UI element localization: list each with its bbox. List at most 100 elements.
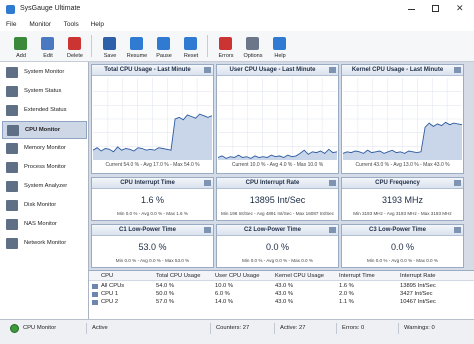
gauge-value: 1.6 % bbox=[140, 195, 164, 205]
toolbar-button[interactable]: Edit bbox=[35, 33, 61, 61]
table-cell: 13895 Int/Sec bbox=[400, 283, 436, 289]
toolbar-button[interactable]: Resume bbox=[124, 33, 150, 61]
toolbar-label: Add bbox=[16, 53, 26, 59]
table-cell: 14.0 % bbox=[215, 299, 234, 305]
menu-item[interactable]: Monitor bbox=[29, 21, 52, 28]
column-header[interactable]: Total CPU Usage bbox=[156, 273, 201, 279]
panel-menu-button[interactable] bbox=[329, 180, 336, 186]
toolbar-label: Errors bbox=[218, 53, 234, 59]
toolbar-button[interactable]: Options bbox=[240, 33, 266, 61]
chart bbox=[342, 78, 463, 160]
sidebar-item[interactable]: Extended Status bbox=[2, 102, 87, 120]
panel-menu-button[interactable] bbox=[329, 67, 336, 73]
table-cell: 50.0 % bbox=[156, 291, 175, 297]
column-header[interactable]: User CPU Usage bbox=[215, 273, 260, 279]
chart-footer: Current 54.0 % - Avg 17.0 % - Max 54.0 % bbox=[105, 162, 200, 168]
column-header[interactable]: Interrupt Time bbox=[339, 273, 375, 279]
column-header[interactable]: CPU bbox=[101, 273, 114, 279]
sidebar-icon bbox=[6, 67, 18, 78]
chart-footer: Current 10.0 % - Avg 4.0 % - Max 10.0 % bbox=[231, 162, 324, 168]
panel: CPU Interrupt Rate 13895 Int/Sec Min 196 I… bbox=[216, 177, 339, 221]
table-cell: 43.0 % bbox=[275, 291, 294, 297]
toolbar-icon bbox=[130, 37, 143, 50]
toolbar-button[interactable]: Reset bbox=[178, 33, 204, 61]
chart-line bbox=[342, 121, 463, 154]
sidebar-item[interactable]: Disk Monitor bbox=[2, 197, 87, 215]
menu-item[interactable]: Tools bbox=[63, 21, 79, 28]
column-header[interactable]: Interrupt Rate bbox=[400, 273, 436, 279]
window-title: SysGauge Ultimate bbox=[20, 5, 81, 12]
panel-title: CPU Interrupt Rate bbox=[245, 180, 300, 186]
panel: C1 Low-Power Time 53.0 % Min 0.0 % - Avg 0… bbox=[91, 224, 214, 268]
chart-area bbox=[217, 78, 338, 160]
panel-menu-button[interactable] bbox=[204, 67, 211, 73]
toolbar-button[interactable]: Errors bbox=[213, 33, 239, 61]
table-cell: CPU 1 bbox=[101, 291, 119, 297]
panel-menu-button[interactable] bbox=[454, 227, 461, 233]
menu-item[interactable]: File bbox=[6, 21, 17, 28]
gauge-footer: Min 0.0 % - Avg 0.0 % - Max 0.0 % bbox=[367, 258, 438, 263]
sidebar: System Monitor System Status Extended Stat… bbox=[0, 62, 89, 319]
panel-header: CPU Interrupt Time bbox=[92, 178, 213, 189]
sidebar-item[interactable]: System Analyzer bbox=[2, 178, 87, 196]
row-icon bbox=[92, 292, 98, 297]
toolbar-label: Edit bbox=[43, 53, 53, 59]
panel-title: User CPU Usage - Last Minute bbox=[229, 67, 316, 73]
status-separator bbox=[210, 323, 211, 334]
column-header[interactable]: Kernel CPU Usage bbox=[275, 273, 324, 279]
status-text: Active bbox=[92, 325, 108, 331]
sidebar-label: System Status bbox=[24, 88, 62, 94]
toolbar-label: Reset bbox=[183, 53, 199, 59]
sidebar-item[interactable]: System Monitor bbox=[2, 64, 87, 82]
maximize-button[interactable] bbox=[432, 5, 439, 12]
chart-line bbox=[92, 113, 213, 153]
panel-menu-button[interactable] bbox=[454, 67, 461, 73]
toolbar-label: Delete bbox=[67, 53, 83, 59]
toolbar-separator bbox=[91, 35, 92, 57]
table-cell: 2.0 % bbox=[339, 291, 354, 297]
minimize-button[interactable] bbox=[408, 9, 415, 10]
sidebar-item[interactable]: CPU Monitor bbox=[2, 121, 87, 139]
panel-title: C2 Low-Power Time bbox=[244, 227, 301, 233]
toolbar-icon bbox=[103, 37, 116, 50]
sidebar-item[interactable]: Process Monitor bbox=[2, 159, 87, 177]
toolbar-icon bbox=[273, 37, 286, 50]
toolbar-button[interactable]: Delete bbox=[62, 33, 88, 61]
sidebar-item[interactable]: System Status bbox=[2, 83, 87, 101]
table-cell: 43.0 % bbox=[275, 283, 294, 289]
gauge-footer: Min 0.0 % - Avg 0.0 % - Max 1.6 % bbox=[117, 211, 188, 216]
status-separator bbox=[336, 323, 337, 334]
sidebar-item[interactable]: Memory Monitor bbox=[2, 140, 87, 158]
panel-menu-button[interactable] bbox=[204, 180, 211, 186]
sidebar-label: Extended Status bbox=[24, 107, 67, 113]
toolbar-button[interactable]: Pause bbox=[151, 33, 177, 61]
panel-menu-button[interactable] bbox=[329, 227, 336, 233]
status-text: CPU Monitor bbox=[23, 325, 57, 331]
gauge-value: 0.0 % bbox=[390, 242, 414, 252]
toolbar-icon bbox=[246, 37, 259, 50]
toolbar-button[interactable]: Save bbox=[97, 33, 123, 61]
status-icon bbox=[10, 324, 19, 333]
close-button[interactable]: ✕ bbox=[456, 3, 464, 13]
panel-title: C1 Low-Power Time bbox=[119, 227, 176, 233]
toolbar-icon bbox=[184, 37, 197, 50]
toolbar-separator bbox=[207, 35, 208, 57]
panel-menu-button[interactable] bbox=[204, 227, 211, 233]
chart-area-fill bbox=[93, 114, 212, 160]
toolbar-button[interactable]: Add bbox=[8, 33, 34, 61]
sidebar-item[interactable]: NAS Monitor bbox=[2, 216, 87, 234]
sidebar-icon bbox=[6, 162, 18, 173]
panel-header: Kernel CPU Usage - Last Minute bbox=[342, 65, 463, 76]
row-icon bbox=[92, 284, 98, 289]
sidebar-item[interactable]: Network Monitor bbox=[2, 235, 87, 253]
menu-item[interactable]: Help bbox=[90, 21, 104, 28]
status-text: Active: 27 bbox=[280, 325, 306, 331]
chart-footer: Current 43.0 % - Avg 13.0 % - Max 43.0 % bbox=[355, 162, 450, 168]
data-table: CPU Total CPU Usage User CPU Usage Kernel C… bbox=[89, 270, 474, 319]
panel-menu-button[interactable] bbox=[454, 180, 461, 186]
sidebar-label: Disk Monitor bbox=[24, 202, 57, 208]
panel-header: C1 Low-Power Time bbox=[92, 225, 213, 236]
panel-header: CPU Frequency bbox=[342, 178, 463, 189]
toolbar-button[interactable]: Help bbox=[267, 33, 293, 61]
